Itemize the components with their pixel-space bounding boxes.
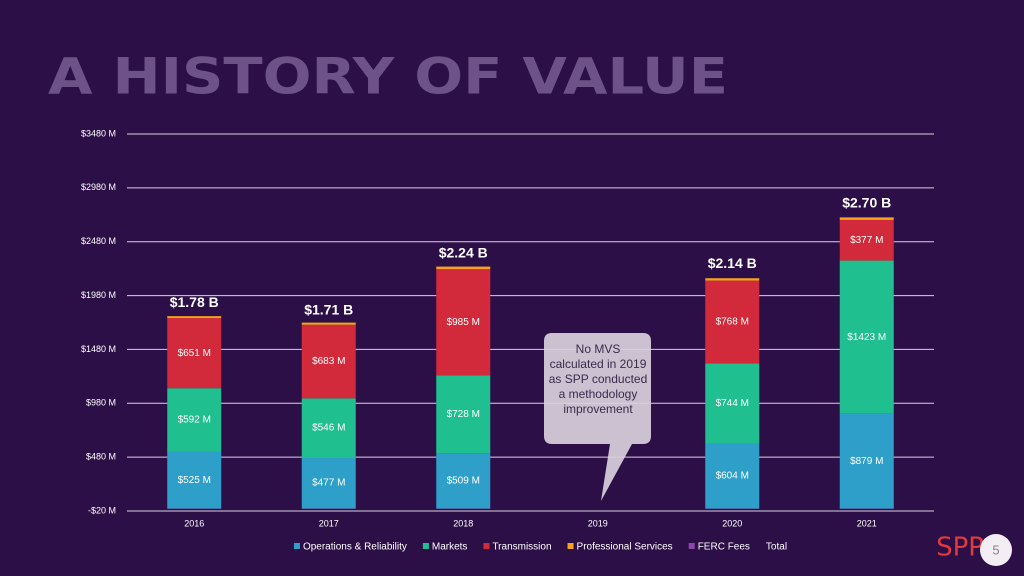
total-label: $1.78 B bbox=[170, 294, 219, 310]
data-label: $768 M bbox=[716, 317, 749, 328]
bar-segment bbox=[167, 318, 222, 389]
y-tick-label: $1480 M bbox=[81, 344, 116, 354]
logo: SPP bbox=[936, 533, 984, 563]
legend-label: Transmission bbox=[492, 542, 551, 553]
data-label: $728 M bbox=[447, 409, 480, 420]
y-tick-label: $2480 M bbox=[81, 236, 116, 246]
data-label: $985 M bbox=[447, 317, 480, 328]
legend-label: Operations & Reliability bbox=[303, 542, 407, 553]
bar-segment bbox=[705, 278, 760, 281]
x-tick-label: 2018 bbox=[453, 518, 473, 528]
legend-marker bbox=[567, 543, 574, 549]
bar-segment bbox=[167, 316, 222, 319]
y-tick-label: $2980 M bbox=[81, 182, 116, 192]
page-number: 5 bbox=[992, 542, 999, 557]
y-tick-label: $1980 M bbox=[81, 290, 116, 300]
bar-segment bbox=[301, 457, 356, 509]
y-tick-label: $980 M bbox=[86, 398, 116, 408]
legend-marker bbox=[688, 543, 695, 549]
data-label: $744 M bbox=[716, 398, 749, 409]
data-label: $683 M bbox=[312, 356, 345, 367]
data-label: $1423 M bbox=[847, 332, 886, 343]
y-tick-label: $480 M bbox=[86, 452, 116, 462]
legend-label: Markets bbox=[432, 542, 468, 553]
bar-segment bbox=[705, 443, 760, 509]
data-label: $879 M bbox=[850, 456, 883, 467]
bar-segment bbox=[839, 260, 894, 414]
data-label: $377 M bbox=[850, 235, 883, 246]
bar-segment bbox=[436, 453, 491, 509]
legend-label: Professional Services bbox=[577, 542, 673, 553]
legend-label: Total bbox=[766, 542, 787, 553]
bar-segment bbox=[167, 451, 222, 509]
bar-segment bbox=[436, 266, 491, 270]
data-label: $477 M bbox=[312, 477, 345, 488]
data-label: $604 M bbox=[716, 471, 749, 482]
x-tick-label: 2020 bbox=[722, 518, 742, 528]
bar-segment bbox=[301, 324, 356, 399]
bar-segment bbox=[301, 398, 356, 458]
bar-segment bbox=[839, 219, 894, 261]
x-tick-label: 2017 bbox=[319, 518, 339, 528]
bar-segment bbox=[301, 322, 356, 325]
data-label: $509 M bbox=[447, 476, 480, 487]
x-tick-label: 2021 bbox=[857, 518, 877, 528]
total-label: $1.71 B bbox=[304, 301, 353, 317]
bar-segment bbox=[167, 388, 222, 452]
bar-segment bbox=[436, 269, 491, 376]
legend-label: FERC Fees bbox=[698, 542, 750, 553]
y-tick-label: $3480 M bbox=[81, 128, 116, 138]
bar-segment bbox=[705, 280, 760, 364]
slide-title: A HISTORY OF VALUE bbox=[48, 48, 728, 106]
x-tick-label: 2016 bbox=[184, 518, 204, 528]
bar-segment bbox=[705, 363, 760, 444]
bar-segment bbox=[839, 413, 894, 509]
total-label: $2.70 B bbox=[842, 195, 891, 211]
annotation: No MVS calculated in 2019 as SPP conduct… bbox=[548, 342, 648, 416]
y-tick-label: -$20 M bbox=[88, 505, 116, 515]
data-label: $651 M bbox=[178, 348, 211, 359]
legend-marker bbox=[293, 543, 300, 549]
bar-segment bbox=[436, 375, 491, 454]
x-tick-label: 2019 bbox=[588, 518, 608, 528]
legend-marker bbox=[422, 543, 429, 549]
data-label: $525 M bbox=[178, 475, 211, 486]
total-label: $2.14 B bbox=[708, 255, 757, 271]
legend-marker bbox=[483, 543, 490, 549]
page-badge bbox=[980, 534, 1012, 566]
bar-segment bbox=[839, 217, 894, 220]
callout-bubble bbox=[544, 333, 651, 501]
data-label: $592 M bbox=[178, 415, 211, 426]
total-label: $2.24 B bbox=[439, 244, 488, 260]
data-label: $546 M bbox=[312, 422, 345, 433]
